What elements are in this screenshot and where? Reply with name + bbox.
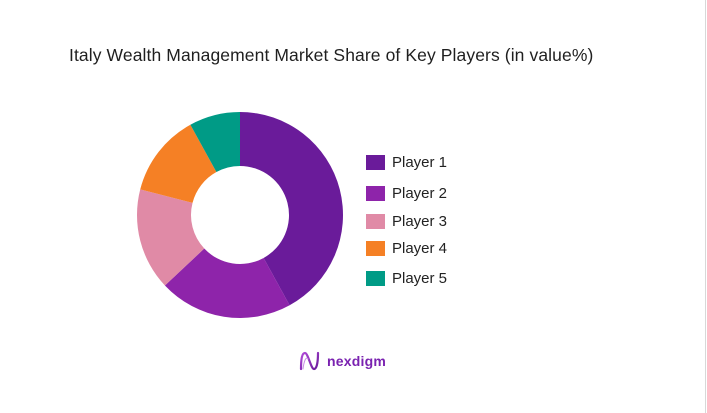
legend-item-player-3: Player 3 [366,213,447,230]
legend-label: Player 4 [392,240,448,257]
legend-item-player-2: Player 2 [366,185,447,202]
legend-swatch [366,271,385,286]
legend-label: Player 2 [392,185,448,202]
legend-swatch [366,155,385,170]
nexdigm-logo-icon [299,351,320,371]
donut-slice-player-3 [137,189,205,286]
legend-label: Player 1 [392,154,448,171]
legend-item-player-1: Player 1 [366,154,447,171]
legend-swatch [366,186,385,201]
donut-slice-player-4 [140,124,217,203]
donut-slice-player-1 [240,112,343,306]
legend-item-player-5: Player 5 [366,270,447,287]
legend-swatch [366,241,385,256]
legend-label: Player 5 [392,270,448,287]
donut-slice-player-5 [190,112,240,173]
brand-name: nexdigm [327,353,386,369]
legend-item-player-4: Player 4 [366,240,447,257]
right-border [705,0,706,413]
brand-logo: nexdigm [299,351,386,371]
legend-swatch [366,214,385,229]
legend-label: Player 3 [392,213,448,230]
chart-title: Italy Wealth Management Market Share of … [69,45,594,65]
donut-slice-player-2 [164,248,290,318]
